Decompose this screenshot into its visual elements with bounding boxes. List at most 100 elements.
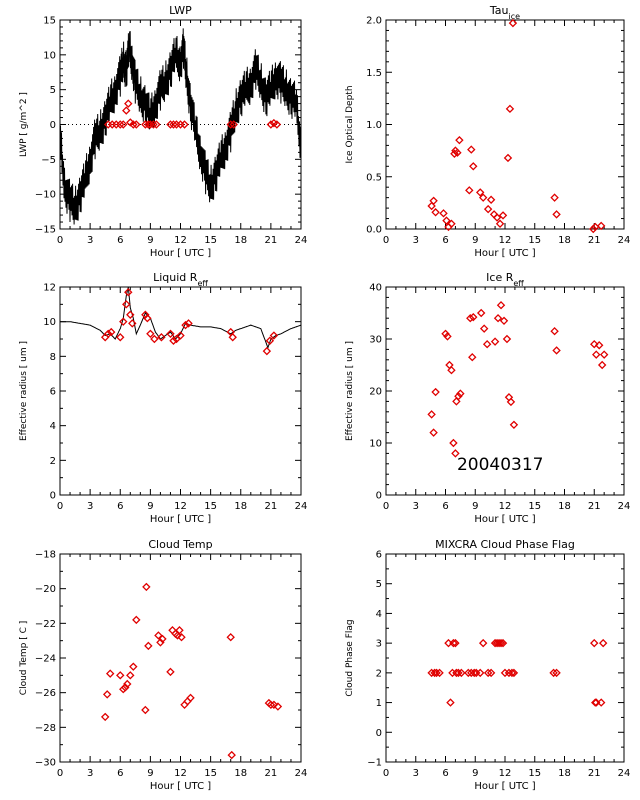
data-point-diamond [229, 120, 238, 129]
y-tick-label: 1.5 [366, 68, 382, 79]
chart-title: LWP [169, 4, 192, 17]
data-point-diamond [266, 700, 276, 710]
data-point-diamond [507, 668, 517, 678]
y-tick-label: −18 [35, 550, 56, 561]
data-point-diamond [158, 634, 167, 644]
data-point-diamond [143, 313, 152, 323]
series-line [60, 286, 302, 350]
data-point-diamond [486, 195, 496, 204]
x-tick-label: 24 [295, 235, 308, 246]
data-point-diamond [483, 204, 493, 214]
date-annotation: 20040317 [457, 455, 544, 475]
data-point-diamond [269, 700, 279, 710]
x-tick-label: 21 [588, 501, 601, 512]
x-tick-label: 12 [499, 768, 512, 779]
y-axis-label: Effective radius [ um ] [19, 341, 29, 441]
data-point-diamond [592, 350, 601, 359]
data-point-diamond [468, 352, 477, 362]
chart-title: Tauice [489, 4, 520, 21]
x-tick-label: 0 [383, 501, 389, 512]
data-point-diamond [150, 334, 159, 344]
y-tick-label: 5 [50, 85, 56, 96]
data-point-diamond [479, 324, 489, 333]
y-axis-label: Cloud Temp [ C ] [19, 621, 29, 695]
data-point-diamond [272, 120, 282, 129]
y-tick-label: 3 [376, 639, 382, 650]
data-point-diamond [186, 693, 195, 703]
x-tick-label: 18 [234, 501, 247, 512]
data-point-diamond [431, 208, 440, 217]
chart-title: Ice Reff [486, 271, 524, 288]
data-point-diamond [431, 387, 440, 397]
data-point-diamond [265, 336, 275, 345]
x-tick-label: 12 [174, 235, 187, 246]
y-tick-label: 6 [376, 550, 382, 561]
y-tick-label: −20 [35, 584, 56, 595]
x-tick-label: 21 [265, 501, 278, 512]
x-tick-label: 18 [558, 768, 571, 779]
y-tick-label: 30 [369, 335, 382, 346]
y-tick-label: −1 [367, 758, 382, 769]
x-tick-label: 12 [499, 501, 512, 512]
data-point-diamond [502, 334, 512, 344]
data-point-diamond [475, 188, 485, 197]
data-point-diamond [509, 668, 519, 678]
x-tick-label: 0 [383, 768, 389, 779]
chart-title-main: Ice R [486, 271, 514, 284]
data-point-diamond [262, 346, 272, 356]
x-tick-label: 6 [117, 235, 123, 246]
data-point-diamond [451, 638, 460, 648]
y-tick-label: −5 [41, 155, 56, 166]
data-point-diamond [429, 196, 438, 206]
y-tick-label: −22 [35, 619, 56, 630]
x-axis-label: Hour [ UTC ] [474, 781, 535, 792]
data-point-diamond [119, 684, 128, 694]
data-point-diamond [503, 153, 513, 163]
x-tick-label: 3 [87, 235, 93, 246]
data-point-diamond [157, 333, 166, 342]
x-axis-label: Hour [ UTC ] [150, 781, 211, 792]
x-tick-label: 0 [57, 501, 63, 512]
y-tick-label: −15 [35, 225, 56, 236]
data-point-diamond [447, 365, 456, 375]
x-tick-label: 18 [234, 768, 247, 779]
x-tick-label: 6 [117, 501, 123, 512]
data-point-diamond [590, 638, 599, 648]
x-tick-label: 24 [618, 501, 631, 512]
x-tick-label: 3 [413, 235, 419, 246]
data-point-diamond [116, 333, 125, 342]
data-point-diamond [142, 582, 151, 592]
x-tick-label: 9 [147, 235, 153, 246]
chart-title-main: Tau [489, 4, 509, 17]
data-point-diamond [439, 209, 448, 218]
data-point-diamond [470, 668, 479, 678]
data-point-diamond [464, 668, 473, 678]
data-point-diamond [184, 319, 193, 328]
x-tick-label: 18 [234, 235, 247, 246]
x-axis-label: Hour [ UTC ] [474, 514, 535, 525]
x-tick-label: 24 [618, 235, 631, 246]
x-tick-label: 9 [472, 501, 478, 512]
data-point-diamond [486, 668, 496, 678]
chart-title-main: LWP [169, 4, 192, 17]
y-tick-label: 0.5 [366, 172, 382, 183]
data-point-diamond [129, 120, 138, 129]
data-point-diamond [447, 219, 456, 228]
data-point-diamond [467, 145, 476, 154]
data-point-diamond [228, 333, 237, 342]
y-axis-label: LWP [ g/m^2 ] [19, 92, 29, 157]
data-point-diamond [597, 360, 607, 370]
data-point-diamond [552, 210, 561, 219]
data-point-diamond [132, 120, 141, 129]
data-point-diamond [493, 313, 503, 323]
data-point-diamond [266, 120, 276, 129]
data-point-diamond [124, 99, 133, 108]
x-tick-label: 3 [413, 768, 419, 779]
x-tick-label: 15 [528, 235, 541, 246]
x-tick-label: 21 [588, 768, 601, 779]
data-point-diamond [498, 638, 508, 648]
x-tick-label: 0 [383, 235, 389, 246]
y-tick-label: 0.0 [366, 225, 382, 236]
